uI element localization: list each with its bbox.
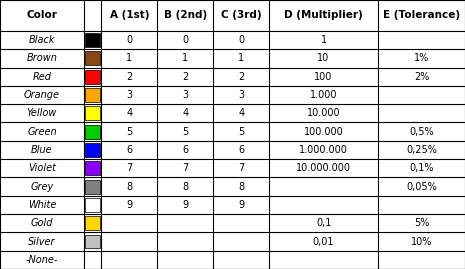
Text: 10.000: 10.000 — [307, 108, 340, 118]
Text: 8: 8 — [182, 182, 188, 192]
Text: B (2nd): B (2nd) — [164, 10, 207, 20]
Text: 1: 1 — [238, 54, 244, 63]
Text: 4: 4 — [126, 108, 133, 118]
Text: 3: 3 — [182, 90, 188, 100]
Text: 10: 10 — [318, 54, 330, 63]
Text: 0: 0 — [126, 35, 133, 45]
Text: Silver: Silver — [28, 236, 56, 246]
Text: 1.000.000: 1.000.000 — [299, 145, 348, 155]
Text: Green: Green — [27, 127, 57, 137]
Bar — [85, 70, 100, 84]
Text: Brown: Brown — [27, 54, 57, 63]
Text: 6: 6 — [238, 145, 244, 155]
Text: 100: 100 — [314, 72, 333, 82]
Text: -None-: -None- — [26, 255, 58, 265]
Text: 1: 1 — [182, 54, 188, 63]
Bar — [85, 143, 100, 157]
Text: Color: Color — [27, 10, 57, 20]
Text: 1%: 1% — [414, 54, 429, 63]
Text: 0,5%: 0,5% — [409, 127, 434, 137]
Text: D (Multiplier): D (Multiplier) — [284, 10, 363, 20]
Bar — [85, 216, 100, 230]
Text: Black: Black — [29, 35, 55, 45]
Text: 7: 7 — [182, 163, 188, 173]
Text: 100.000: 100.000 — [304, 127, 344, 137]
Text: 1: 1 — [320, 35, 326, 45]
Bar — [85, 106, 100, 120]
Text: Gold: Gold — [31, 218, 53, 228]
Text: 9: 9 — [182, 200, 188, 210]
Text: 0,01: 0,01 — [313, 236, 334, 246]
Text: 3: 3 — [238, 90, 244, 100]
Bar — [85, 51, 100, 65]
Text: 0: 0 — [238, 35, 244, 45]
Text: 10%: 10% — [411, 236, 432, 246]
Text: White: White — [28, 200, 56, 210]
Text: Orange: Orange — [24, 90, 60, 100]
Text: 4: 4 — [182, 108, 188, 118]
Text: C (3rd): C (3rd) — [221, 10, 261, 20]
Text: 2: 2 — [126, 72, 133, 82]
Text: 3: 3 — [126, 90, 133, 100]
Text: 1.000: 1.000 — [310, 90, 337, 100]
Text: 2: 2 — [182, 72, 188, 82]
Text: 0,25%: 0,25% — [406, 145, 437, 155]
Text: A (1st): A (1st) — [110, 10, 149, 20]
Bar — [85, 161, 100, 175]
Text: Yellow: Yellow — [27, 108, 57, 118]
Text: E (Tolerance): E (Tolerance) — [383, 10, 460, 20]
Text: 7: 7 — [238, 163, 244, 173]
Text: 0,1%: 0,1% — [409, 163, 434, 173]
Text: 0,1: 0,1 — [316, 218, 331, 228]
Bar — [85, 88, 100, 102]
Text: 2: 2 — [238, 72, 244, 82]
Bar — [85, 180, 100, 194]
Text: 2%: 2% — [414, 72, 429, 82]
Text: Grey: Grey — [30, 182, 53, 192]
Text: 5: 5 — [238, 127, 244, 137]
Text: 7: 7 — [126, 163, 133, 173]
Text: Blue: Blue — [31, 145, 53, 155]
Text: 5: 5 — [126, 127, 133, 137]
Bar — [85, 125, 100, 139]
Text: 5%: 5% — [414, 218, 429, 228]
Text: Red: Red — [33, 72, 52, 82]
Text: 9: 9 — [126, 200, 133, 210]
Text: 10.000.000: 10.000.000 — [296, 163, 351, 173]
Text: 8: 8 — [126, 182, 133, 192]
Text: 0: 0 — [182, 35, 188, 45]
Text: 8: 8 — [238, 182, 244, 192]
Bar — [85, 33, 100, 47]
Text: 0,05%: 0,05% — [406, 182, 437, 192]
Text: 5: 5 — [182, 127, 188, 137]
Bar — [85, 198, 100, 212]
Text: 9: 9 — [238, 200, 244, 210]
Text: 1: 1 — [126, 54, 133, 63]
Text: 6: 6 — [182, 145, 188, 155]
Bar — [85, 235, 100, 249]
Text: 6: 6 — [126, 145, 133, 155]
Text: 4: 4 — [238, 108, 244, 118]
Text: Violet: Violet — [28, 163, 56, 173]
